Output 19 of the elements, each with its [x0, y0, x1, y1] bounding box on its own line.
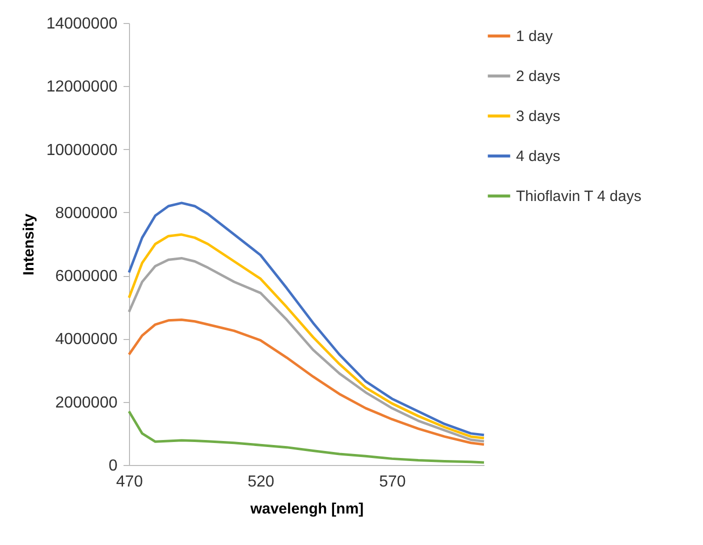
- line-series: [128, 318, 486, 446]
- x-tick-label: 520: [248, 474, 274, 490]
- y-tick-label: 6000000: [55, 268, 118, 286]
- x-tick-label: 470: [116, 474, 143, 490]
- x-axis-title: wavelengh [nm]: [249, 500, 364, 518]
- y-tick-label: 4000000: [55, 331, 118, 348]
- y-tick-label: 2000000: [55, 394, 118, 412]
- y-tick-label: 8000000: [55, 204, 118, 222]
- legend-label: 1 day: [516, 28, 554, 45]
- legend-label: 4 days: [516, 148, 560, 165]
- legend-label: 2 days: [516, 68, 560, 85]
- y-tick-label: 10000000: [46, 142, 118, 159]
- y-tick-label: 12000000: [46, 78, 118, 96]
- y-tick-label: 0: [108, 458, 118, 474]
- legend-label: 3 days: [516, 108, 560, 125]
- y-axis-title: Intensity: [20, 213, 38, 276]
- x-tick-label: 570: [379, 474, 406, 490]
- y-tick-label: 14000000: [46, 16, 118, 32]
- legend-label: Thioflavin T 4 days: [516, 188, 642, 205]
